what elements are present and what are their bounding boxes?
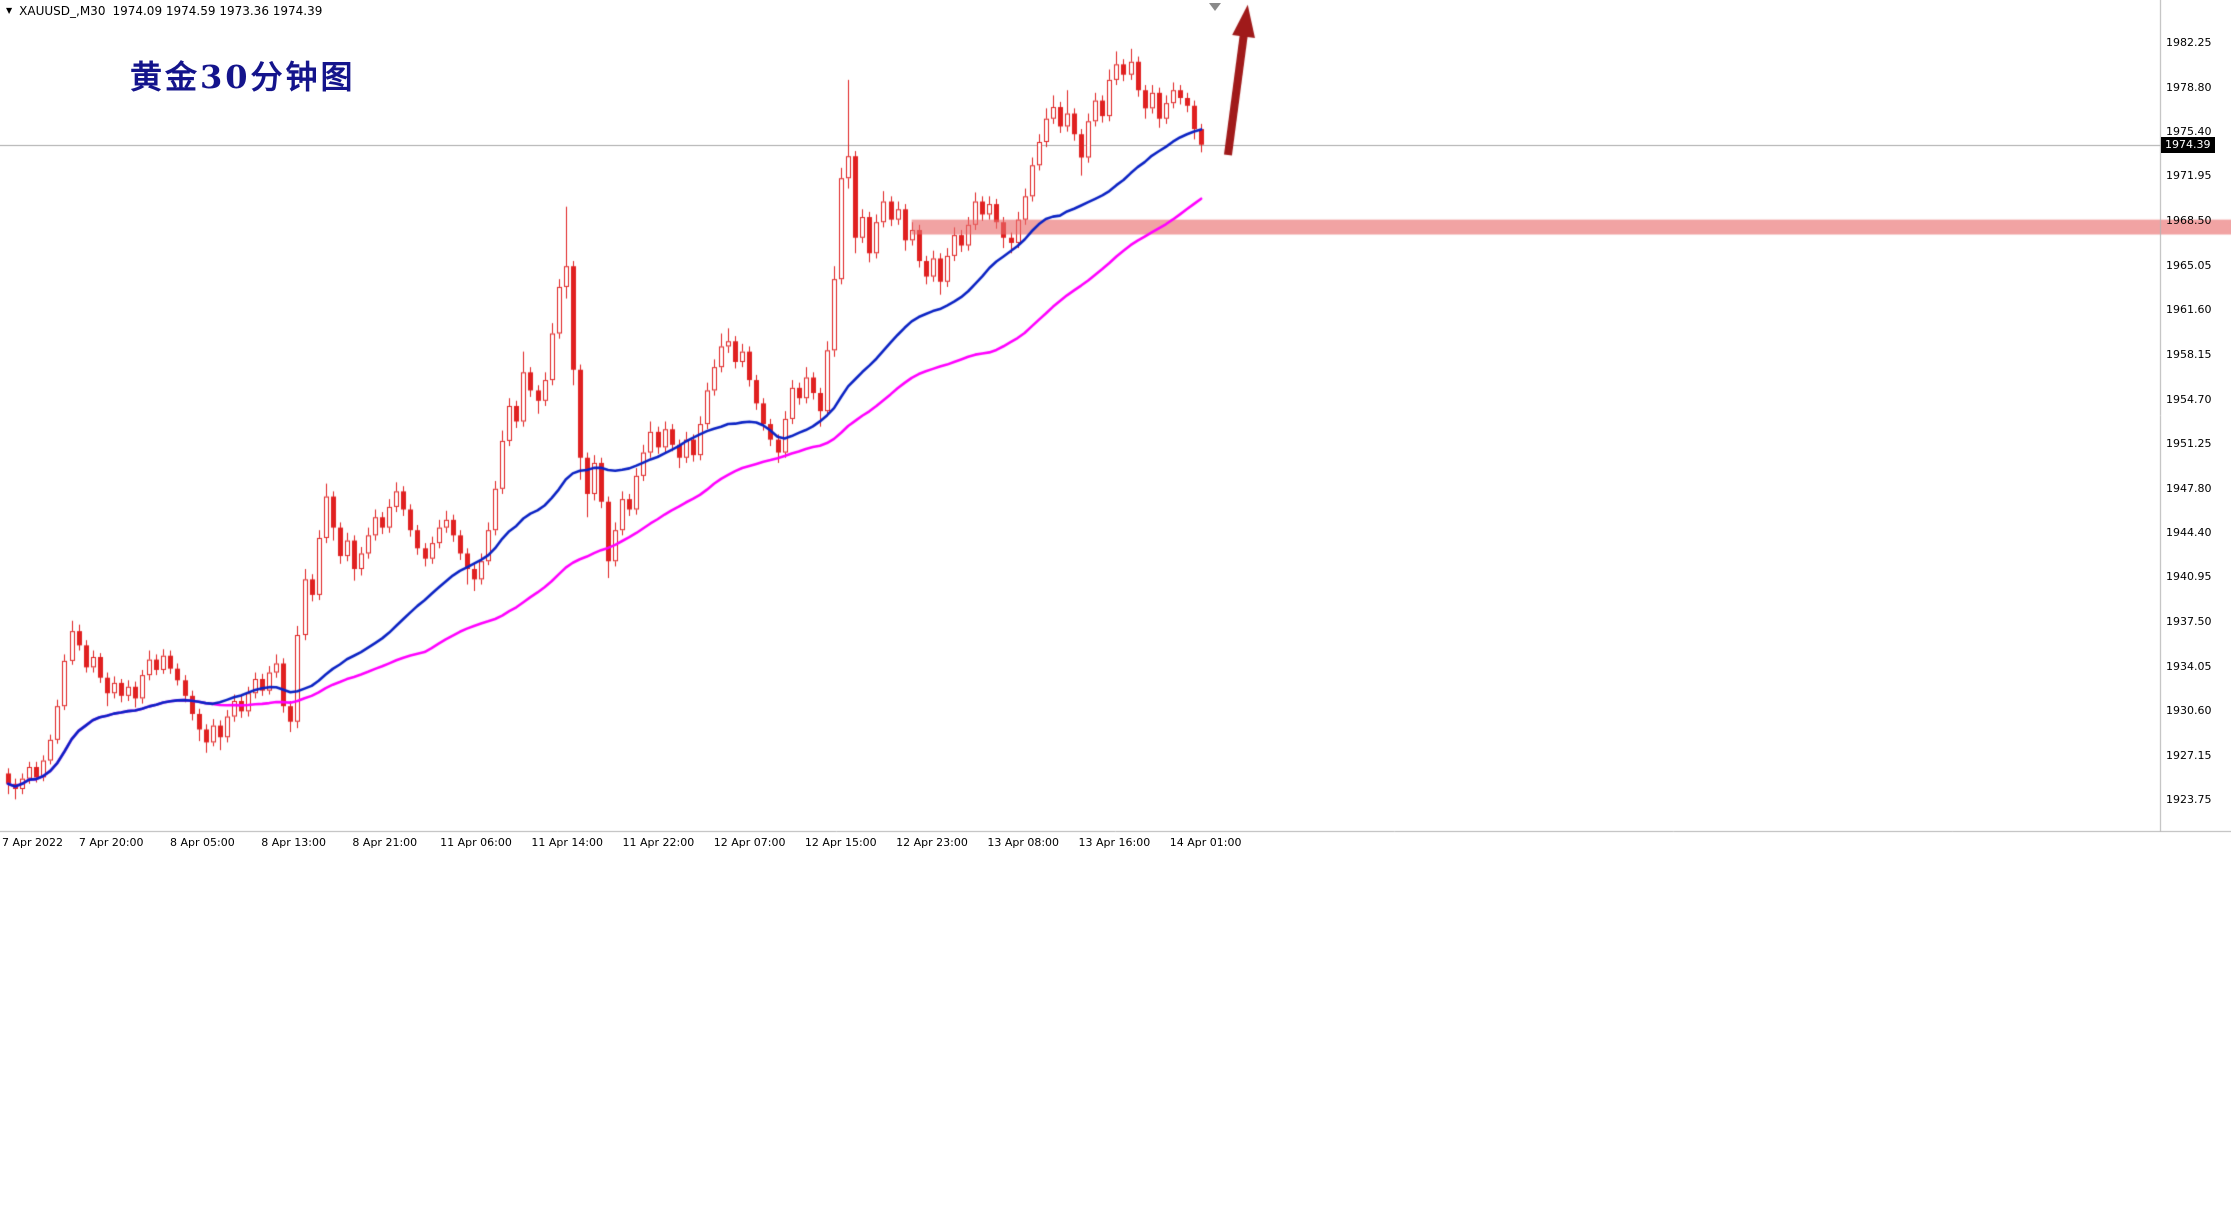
chart-header: ▼ XAUUSD_,M30 1974.09 1974.59 1973.36 19… xyxy=(6,4,322,18)
price-axis-label: 1927.15 xyxy=(2166,749,2212,762)
price-axis-label: 1937.50 xyxy=(2166,615,2212,629)
price-axis-label: 1982.25 xyxy=(2166,36,2212,49)
price-axis-label: 1965.05 xyxy=(2166,258,2212,272)
time-axis-label: 7 Apr 20:00 xyxy=(78,836,144,849)
price-axis-label: 1940.95 xyxy=(2166,570,2212,584)
symbol-timeframe-label: XAUUSD_,M30 xyxy=(19,4,106,18)
price-axis-label: 1971.95 xyxy=(2166,169,2212,183)
price-axis-label: 1954.70 xyxy=(2166,392,2212,406)
price-axis-label: 1930.60 xyxy=(2166,704,2212,718)
price-axis-label: 1934.05 xyxy=(2166,659,2212,673)
ohlc-values: 1974.09 1974.59 1973.36 1974.39 xyxy=(112,4,323,18)
price-axis-label: 1961.60 xyxy=(2166,303,2212,317)
time-axis-label: 12 Apr 23:00 xyxy=(896,836,968,849)
time-axis-label: 13 Apr 16:00 xyxy=(1078,836,1151,849)
time-axis-label: 7 Apr 2022 xyxy=(2,836,64,849)
time-axis-label: 8 Apr 21:00 xyxy=(352,836,418,849)
time-axis-label: 8 Apr 13:00 xyxy=(261,836,326,849)
price-axis-label: 1923.75 xyxy=(2166,793,2212,806)
current-price-tag: 1974.39 xyxy=(2161,136,2215,153)
price-axis-label: 1968.50 xyxy=(2166,213,2212,227)
time-axis-label: 13 Apr 08:00 xyxy=(987,836,1060,849)
time-axis-label: 12 Apr 07:00 xyxy=(713,836,786,849)
time-axis-label: 8 Apr 05:00 xyxy=(170,836,235,849)
price-axis-label: 1951.25 xyxy=(2166,437,2212,451)
price-axis-label: 1944.40 xyxy=(2166,525,2212,539)
price-axis-label: 1958.15 xyxy=(2166,347,2212,361)
chart-title-annotation: 黄金30分钟图 xyxy=(130,58,356,96)
time-axis-label: 11 Apr 22:00 xyxy=(622,836,695,849)
price-axis-label: 1947.80 xyxy=(2166,481,2212,495)
symbol-marker-icon: ▼ xyxy=(6,6,13,15)
time-axis-label: 14 Apr 01:00 xyxy=(1169,836,1242,849)
price-axis-label: 1978.80 xyxy=(2166,80,2212,94)
time-axis-label: 12 Apr 15:00 xyxy=(804,836,877,849)
chart-shift-marker-icon xyxy=(1209,3,1221,11)
time-axis-label: 11 Apr 14:00 xyxy=(531,836,604,849)
time-axis-label: 11 Apr 06:00 xyxy=(440,836,512,849)
price-axis-label: 1975.40 xyxy=(2166,124,2212,138)
